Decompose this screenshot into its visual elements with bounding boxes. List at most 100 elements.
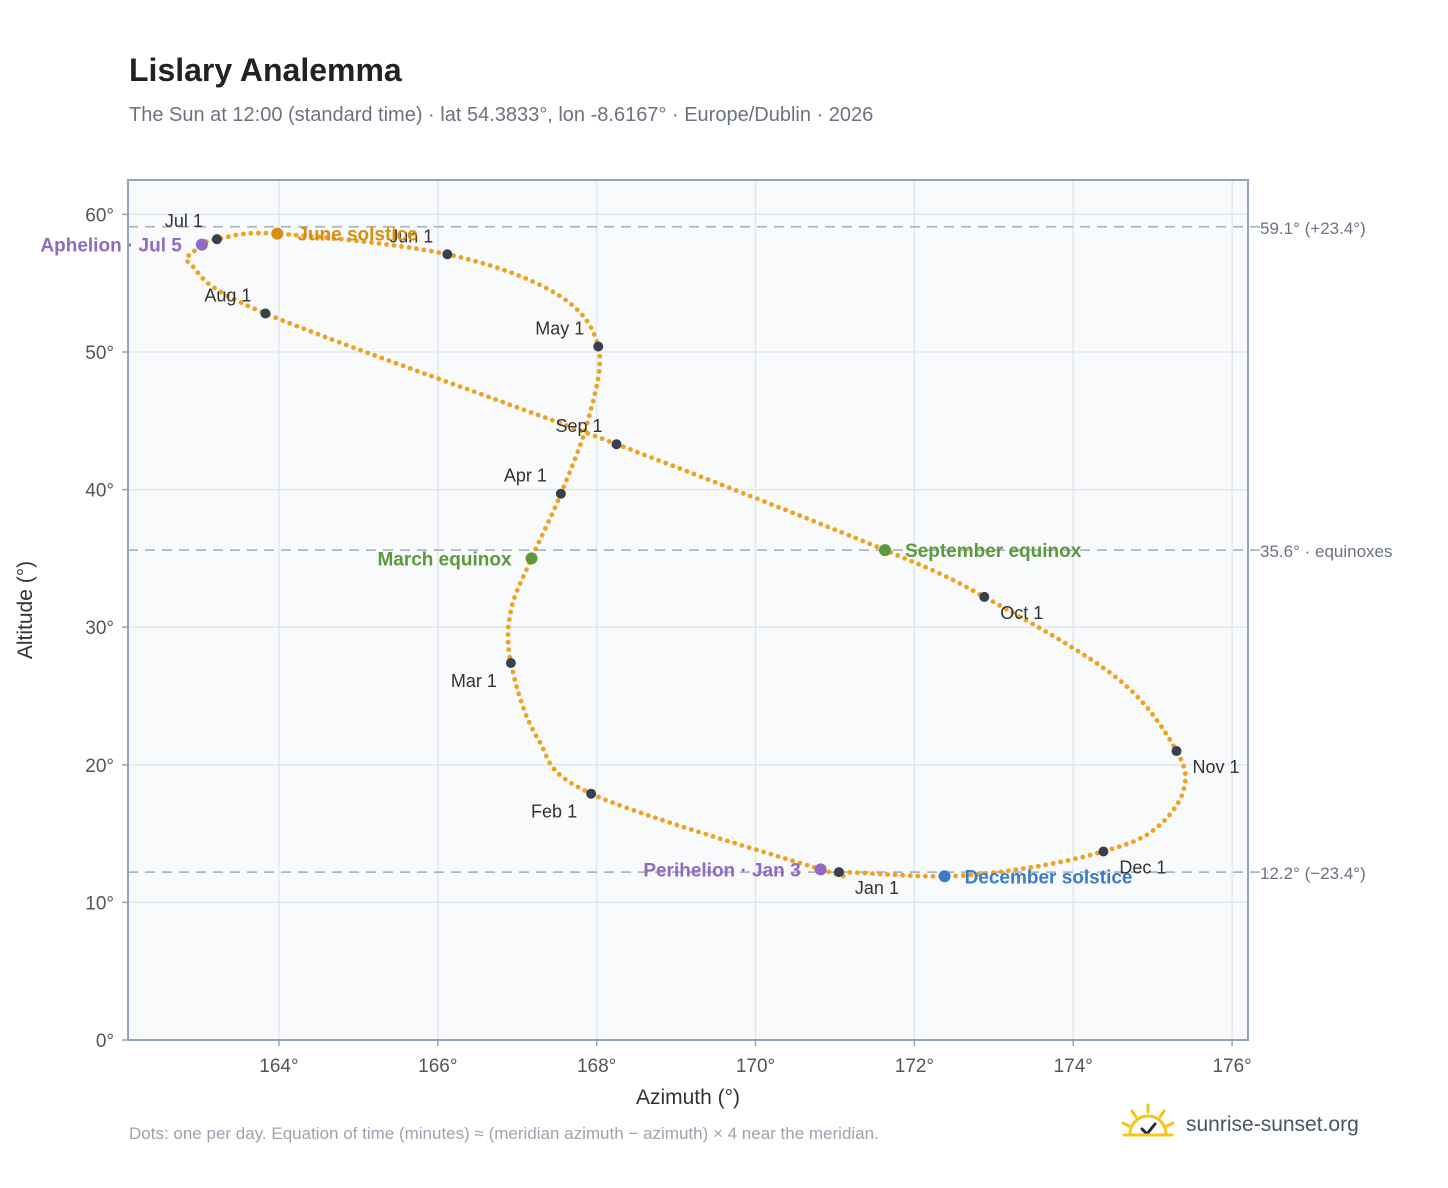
daily-dot (457, 384, 463, 389)
daily-dot (825, 524, 831, 530)
daily-dot (907, 873, 913, 879)
daily-dot (549, 512, 555, 518)
daily-dot (660, 817, 665, 823)
daily-dot (754, 847, 759, 853)
daily-dot (916, 561, 922, 567)
daily-dot (909, 558, 915, 564)
daily-dot (256, 230, 261, 236)
daily-dot (495, 265, 500, 271)
daily-dot (500, 399, 506, 405)
daily-dot (755, 496, 760, 502)
daily-dot (331, 236, 337, 241)
daily-dot (797, 513, 802, 518)
daily-dot (1163, 730, 1168, 736)
daily-dot (200, 276, 206, 281)
daily-dot (578, 442, 583, 447)
daily-dot (582, 788, 588, 793)
daily-dot (280, 318, 286, 323)
daily-dot (514, 588, 520, 593)
daily-dot (776, 504, 781, 510)
y-tick-label: 60° (85, 205, 114, 226)
daily-dot (294, 323, 300, 329)
daily-dot (790, 858, 795, 864)
month-marker (211, 234, 222, 245)
daily-dot (892, 872, 898, 878)
reference-line-label: 59.1° (+23.4°) (1260, 219, 1366, 238)
daily-dot (1178, 756, 1184, 762)
daily-dot (451, 253, 456, 259)
daily-dot (1036, 625, 1042, 631)
daily-dot (562, 776, 568, 782)
daily-dot (585, 420, 590, 426)
daily-dot (574, 307, 580, 312)
month-marker (555, 488, 566, 499)
daily-dot (569, 463, 575, 469)
daily-dot (185, 259, 191, 264)
month-marker (505, 657, 516, 668)
daily-dot (569, 780, 574, 786)
daily-dot (547, 760, 553, 766)
daily-dot (521, 705, 526, 711)
daily-dot (923, 564, 928, 570)
daily-dot (1150, 712, 1155, 717)
daily-dot (1179, 793, 1185, 799)
daily-dot (726, 485, 732, 491)
event-label: September equinox (905, 541, 1082, 562)
daily-dot (895, 553, 901, 558)
daily-dot (1109, 846, 1115, 852)
daily-dot (1137, 836, 1143, 841)
daily-dot (991, 870, 996, 876)
daily-dot (783, 507, 788, 513)
daily-dot (369, 240, 374, 246)
daily-dot (518, 698, 524, 704)
daily-dot (546, 519, 551, 524)
daily-dot (376, 241, 382, 246)
x-tick-label: 172° (895, 1056, 934, 1077)
daily-dot (336, 339, 342, 345)
daily-dot (590, 398, 596, 404)
daily-dot (533, 733, 539, 739)
daily-dot (521, 407, 527, 413)
daily-dot (543, 285, 549, 291)
daily-dot (293, 232, 299, 238)
daily-dot (192, 248, 197, 254)
x-tick-label: 166° (418, 1056, 457, 1077)
daily-dot (762, 499, 767, 504)
daily-dot (530, 279, 535, 284)
daily-dot (620, 444, 626, 450)
daily-dot (790, 510, 795, 516)
daily-dot (1167, 737, 1173, 742)
daily-dot (811, 518, 817, 524)
event-label: June solstice (297, 225, 417, 246)
daily-dot (542, 415, 548, 420)
daily-dot (287, 320, 293, 326)
daily-dot (365, 350, 370, 356)
y-tick-label: 50° (85, 343, 114, 364)
daily-dot (656, 458, 661, 463)
daily-dot (323, 235, 329, 241)
daily-dot (1020, 866, 1026, 871)
daily-dot (1181, 786, 1187, 791)
daily-dot (1162, 818, 1167, 823)
daily-dot (564, 477, 569, 483)
daily-dot (315, 331, 321, 337)
daily-dot (874, 544, 880, 550)
daily-dot (597, 361, 603, 367)
daily-dot (575, 784, 581, 790)
daily-dot (597, 353, 603, 359)
daily-dot (528, 410, 534, 415)
daily-dot (329, 337, 335, 342)
daily-dot (346, 237, 352, 243)
brand[interactable]: sunrise-sunset.org (1120, 1102, 1359, 1148)
daily-dot (1140, 700, 1146, 706)
daily-dot (464, 386, 470, 392)
month-marker (593, 341, 604, 352)
daily-dot (1043, 862, 1049, 868)
month-label: Oct 1 (1000, 603, 1043, 623)
daily-dot (588, 325, 594, 330)
daily-dot (399, 244, 404, 249)
daily-dot (628, 447, 633, 452)
daily-dot (591, 332, 597, 337)
daily-dot (1028, 865, 1034, 870)
daily-dot (421, 247, 427, 253)
